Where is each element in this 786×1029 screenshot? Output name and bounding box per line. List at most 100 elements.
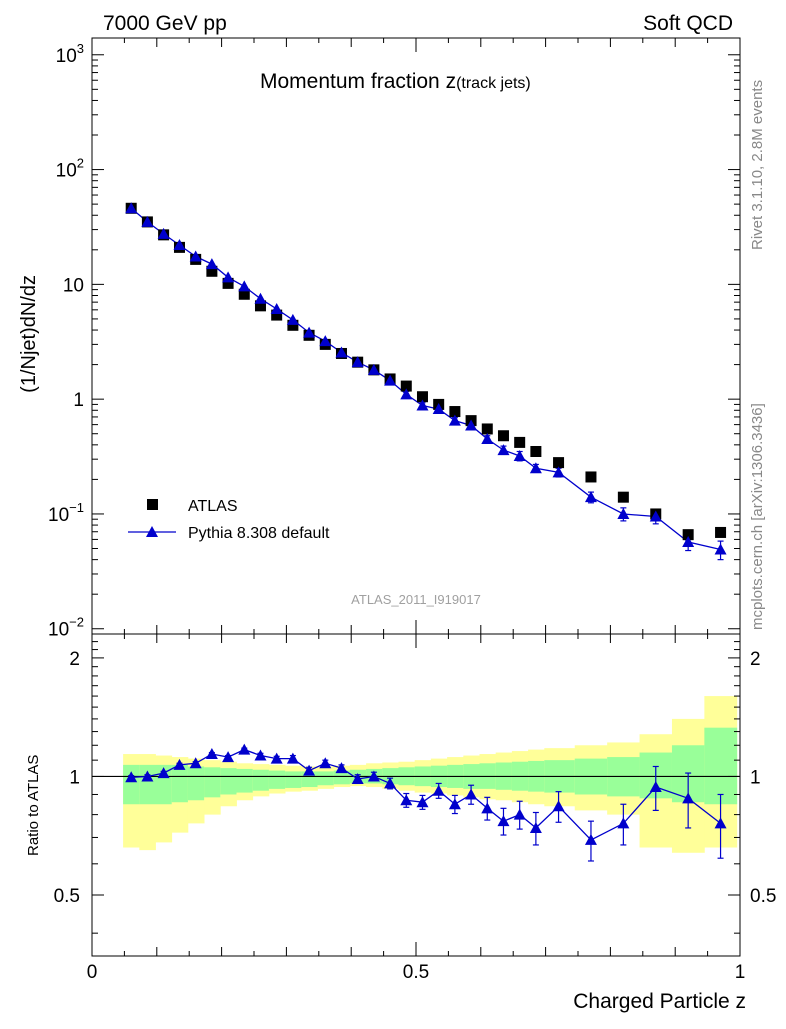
pythia-data-point bbox=[125, 202, 138, 214]
side-label-mcplots: mcplots.cern.ch [arXiv:1306.3436] bbox=[749, 403, 766, 630]
pythia-ratio-point bbox=[552, 800, 565, 812]
analysis-tag: ATLAS_2011_I919017 bbox=[351, 592, 481, 607]
pythia-data-point bbox=[497, 444, 510, 456]
pythia-ratio-point bbox=[649, 781, 662, 793]
atlas-data-point bbox=[254, 300, 266, 312]
ratio-x-tick-label: 0.5 bbox=[403, 962, 429, 983]
pythia-data-point bbox=[400, 388, 413, 400]
pythia-data-point bbox=[335, 346, 348, 358]
main-y-tick-exponent: 2 bbox=[77, 156, 84, 171]
atlas-data-point bbox=[481, 423, 493, 435]
main-y-tick-label: 10 bbox=[63, 275, 84, 296]
main-plot-frame bbox=[91, 37, 741, 635]
atlas-data-point bbox=[222, 277, 234, 289]
main-series-group bbox=[125, 202, 727, 561]
pythia-data-point bbox=[303, 326, 316, 338]
header-right: Soft QCD bbox=[643, 12, 733, 35]
main-y-tick-base: 10 bbox=[56, 161, 77, 182]
pythia-ratio-point bbox=[497, 815, 510, 827]
ratio-inner-band bbox=[252, 769, 270, 791]
atlas-data-point bbox=[617, 491, 629, 503]
atlas-data-point bbox=[238, 288, 250, 300]
ratio-xlabel: Charged Particle z bbox=[573, 990, 746, 1013]
pythia-data-point bbox=[286, 313, 299, 325]
atlas-data-point bbox=[553, 457, 565, 469]
pythia-ratio-point bbox=[157, 767, 170, 779]
pythia-data-point bbox=[141, 215, 154, 227]
atlas-data-point bbox=[682, 529, 694, 541]
pythia-ratio-point bbox=[584, 833, 597, 845]
pythia-ratio-point bbox=[270, 752, 283, 764]
pythia-data-point bbox=[270, 303, 283, 315]
header-left: 7000 GeV pp bbox=[103, 12, 227, 35]
pythia-ratio-point bbox=[617, 817, 630, 829]
pythia-ratio-point bbox=[682, 792, 695, 804]
pythia-ratio-point bbox=[286, 752, 299, 764]
pythia-data-point bbox=[173, 239, 186, 251]
pythia-ratio-point bbox=[238, 743, 251, 755]
ratio-inner-band bbox=[220, 768, 237, 795]
main-y-tick-label: 1 bbox=[73, 390, 84, 411]
pythia-data-point bbox=[552, 466, 565, 478]
chart-title: Momentum fraction z(track jets) bbox=[260, 70, 531, 93]
ratio-ylabel: Ratio to ATLAS bbox=[25, 755, 42, 856]
pythia-data-point bbox=[448, 414, 461, 426]
ratio-x-tick-label: 1 bbox=[735, 962, 746, 983]
pythia-ratio-point bbox=[205, 748, 218, 760]
pythia-data-point bbox=[205, 258, 218, 270]
atlas-data-point bbox=[400, 380, 412, 392]
pythia-ratio-point bbox=[432, 784, 445, 796]
main-y-tick-base: 10 bbox=[63, 275, 84, 296]
ratio-x-tick-label: 0 bbox=[87, 962, 98, 983]
pythia-ratio-point bbox=[351, 773, 364, 785]
legend: ATLAS Pythia 8.308 default bbox=[128, 498, 330, 542]
ratio-y-tick-label-right: 2 bbox=[750, 649, 761, 670]
atlas-data-point bbox=[271, 309, 283, 321]
ratio-y-tick-label-left: 2 bbox=[69, 649, 80, 670]
ratio-inner-band bbox=[171, 764, 189, 803]
pythia-data-point bbox=[367, 363, 380, 375]
main-y-tick-label: 103 bbox=[56, 41, 84, 67]
pythia-ratio-point bbox=[400, 794, 413, 806]
pythia-data-point bbox=[682, 535, 695, 547]
atlas-data-point bbox=[715, 526, 727, 538]
pythia-data-point bbox=[481, 432, 494, 444]
pythia-ratio-point bbox=[481, 802, 494, 814]
pythia-ratio-point bbox=[254, 749, 267, 761]
atlas-data-point bbox=[287, 319, 299, 331]
pythia-data-point bbox=[254, 292, 267, 304]
ratio-series-group bbox=[125, 743, 727, 862]
pythia-data-point bbox=[465, 419, 478, 431]
pythia-ratio-point bbox=[319, 757, 332, 769]
legend-marker-atlas bbox=[147, 499, 158, 510]
ratio-y-tick-label-left: 0.5 bbox=[54, 886, 80, 907]
pythia-ratio-point bbox=[125, 771, 138, 783]
pythia-data-point bbox=[529, 462, 542, 474]
pythia-data-point bbox=[617, 507, 630, 519]
pythia-data-point bbox=[416, 399, 429, 411]
pythia-data-point bbox=[189, 250, 202, 262]
pythia-ratio-point bbox=[448, 798, 461, 810]
ratio-uncertainty-bands bbox=[123, 696, 738, 853]
main-y-tick-exponent: 3 bbox=[77, 41, 84, 56]
pythia-ratio-point bbox=[222, 751, 235, 763]
main-y-tick-base: 1 bbox=[73, 390, 84, 411]
main-ylabel: (1/Njet)dN/dz bbox=[18, 275, 40, 393]
main-y-tick-label: 10−1 bbox=[48, 500, 84, 526]
ratio-y-tick-label-right: 0.5 bbox=[750, 886, 776, 907]
main-y-tick-base: 10 bbox=[48, 505, 69, 526]
atlas-data-point bbox=[449, 406, 461, 418]
pythia-data-point bbox=[384, 374, 397, 386]
pythia-data-point bbox=[238, 280, 251, 292]
atlas-data-point bbox=[514, 436, 526, 448]
main-y-tick-label: 10−2 bbox=[48, 615, 84, 641]
pythia-data-point bbox=[319, 335, 332, 347]
pythia-data-point bbox=[513, 449, 526, 461]
chart-title-sub: (track jets) bbox=[456, 75, 531, 92]
pythia-data-point bbox=[714, 543, 727, 555]
ratio-inner-band bbox=[268, 770, 286, 789]
pythia-ratio-point bbox=[189, 757, 202, 769]
pythia-ratio-point bbox=[529, 821, 542, 833]
